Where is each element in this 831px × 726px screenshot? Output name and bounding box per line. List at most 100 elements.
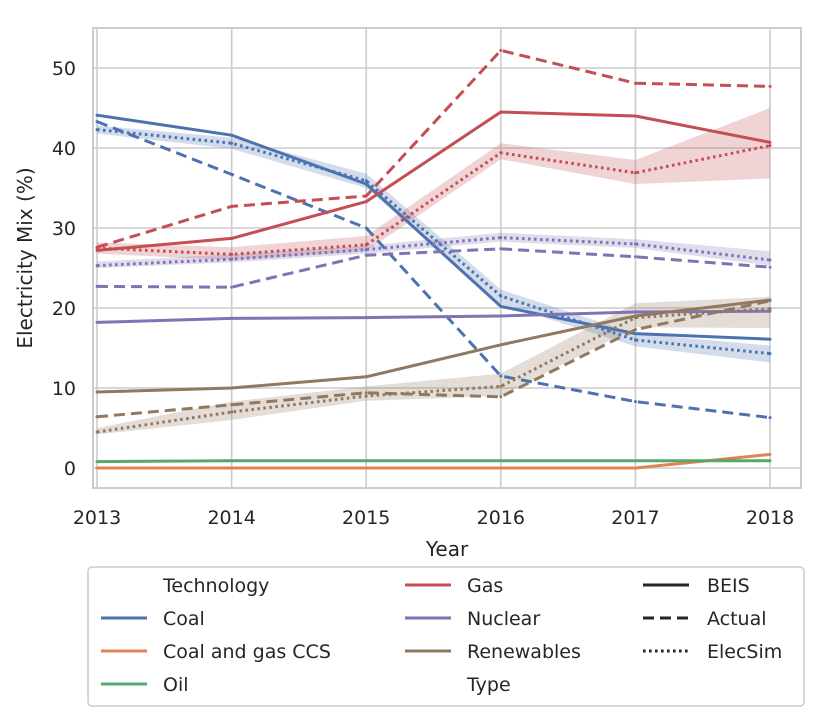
point-nuclear-beis-2018: [768, 309, 772, 313]
point-nuclear-elecsim-2013: [95, 264, 99, 268]
point-nuclear-beis-2017: [633, 310, 637, 314]
x-tick-label-2013: 2013: [73, 507, 121, 529]
legend-label-beis: BEIS: [707, 575, 750, 597]
point-nuclear-actual-2016: [499, 247, 503, 251]
line-renewables-beis: [96, 298, 771, 394]
point-oil-beis-2015: [364, 459, 368, 463]
legend-label-oil: Oil: [163, 674, 189, 696]
y-tick-labels: 0 10 20 30 40 50: [52, 58, 76, 480]
legend-label-gas: Gas: [467, 575, 503, 597]
point-coal-and-gas-ccs-beis-2018: [768, 452, 772, 456]
legend: Technology Type Coal Coal and gas CCS Oil G…: [87, 566, 805, 707]
point-coal-actual-2013: [95, 120, 99, 124]
point-renewables-beis-2016: [499, 343, 503, 347]
band-renewables-elecsim: [97, 296, 771, 435]
point-coal-elecsim-2018: [768, 352, 772, 356]
y-tick-label-10: 10: [52, 378, 76, 400]
x-tick-label-2016: 2016: [477, 507, 525, 529]
point-coal-elecsim-2013: [95, 128, 99, 132]
line-gas-actual: [96, 48, 771, 249]
x-axis-label: Year: [425, 537, 469, 561]
point-oil-beis-2013: [95, 460, 99, 464]
point-coal-and-gas-ccs-beis-2015: [364, 466, 368, 470]
point-nuclear-actual-2014: [230, 285, 234, 289]
plot-frame: [92, 27, 802, 489]
point-coal-actual-2017: [633, 400, 637, 404]
point-gas-elecsim-2016: [499, 151, 503, 155]
legend-heading-technology: Technology: [162, 575, 269, 597]
legend-label-elecsim: ElecSim: [707, 641, 782, 663]
point-coal-beis-2017: [633, 332, 637, 336]
point-nuclear-elecsim-2018: [768, 258, 772, 262]
point-nuclear-actual-2018: [768, 265, 772, 269]
point-coal-beis-2014: [230, 133, 234, 137]
point-renewables-actual-2013: [95, 415, 99, 419]
legend-label-nuclear: Nuclear: [467, 608, 540, 630]
point-coal-and-gas-ccs-beis-2013: [95, 466, 99, 470]
point-nuclear-elecsim-2014: [230, 257, 234, 261]
point-nuclear-beis-2015: [364, 316, 368, 320]
point-renewables-actual-2014: [230, 403, 234, 407]
legend-items: Coal Coal and gas CCS Oil Gas Nuclear Renewab…: [101, 575, 782, 696]
point-nuclear-elecsim-2016: [499, 236, 503, 240]
line-coal-beis: [96, 113, 771, 341]
point-coal-actual-2015: [364, 226, 368, 230]
point-renewables-actual-2016: [499, 395, 503, 399]
point-coal-actual-2018: [768, 416, 772, 420]
point-gas-actual-2015: [364, 194, 368, 198]
point-gas-elecsim-2013: [95, 246, 99, 250]
y-tick-label-50: 50: [52, 58, 76, 80]
point-renewables-elecsim-2018: [768, 307, 772, 311]
point-coal-elecsim-2014: [230, 141, 234, 145]
legend-label-coal: Coal: [163, 608, 205, 630]
point-renewables-elecsim-2017: [633, 316, 637, 320]
point-coal-actual-2016: [499, 374, 503, 378]
point-nuclear-elecsim-2017: [633, 242, 637, 246]
legend-label-coal-and-gas-ccs: Coal and gas CCS: [163, 641, 331, 663]
point-renewables-elecsim-2016: [499, 384, 503, 388]
point-renewables-elecsim-2013: [95, 430, 99, 434]
x-tick-label-2015: 2015: [342, 507, 390, 529]
point-coal-beis-2016: [499, 304, 503, 308]
point-coal-elecsim-2017: [633, 338, 637, 342]
point-gas-beis-2016: [499, 110, 503, 114]
legend-heading-type: Type: [466, 674, 511, 696]
point-gas-elecsim-2015: [364, 243, 368, 247]
line-coal-and-gas-ccs-beis: [97, 452, 771, 470]
point-nuclear-beis-2014: [230, 316, 234, 320]
point-nuclear-beis-2013: [95, 320, 99, 324]
point-renewables-actual-2018: [768, 299, 772, 303]
line-renewables-actual: [96, 299, 771, 419]
point-renewables-elecsim-2015: [364, 394, 368, 398]
point-renewables-beis-2014: [230, 386, 234, 390]
point-coal-and-gas-ccs-beis-2016: [499, 466, 503, 470]
point-gas-actual-2016: [499, 48, 503, 52]
point-renewables-actual-2017: [633, 328, 637, 332]
x-tick-label-2017: 2017: [611, 507, 659, 529]
point-oil-beis-2016: [499, 459, 503, 463]
point-gas-actual-2018: [768, 84, 772, 88]
point-renewables-actual-2015: [364, 391, 368, 395]
point-nuclear-actual-2015: [364, 253, 368, 257]
y-tick-label-30: 30: [52, 218, 76, 240]
legend-label-actual: Actual: [707, 608, 767, 630]
point-nuclear-elecsim-2015: [364, 248, 368, 252]
point-gas-elecsim-2014: [230, 252, 234, 256]
line-nuclear-elecsim: [96, 236, 771, 268]
line-nuclear-actual: [97, 247, 771, 289]
legend-frame: [87, 566, 805, 707]
point-gas-elecsim-2017: [633, 171, 637, 175]
legend-label-renewables: Renewables: [467, 641, 581, 663]
point-nuclear-beis-2016: [499, 314, 503, 318]
y-axis-label: Electricity Mix (%): [13, 167, 37, 348]
x-tick-label-2018: 2018: [746, 507, 794, 529]
point-renewables-beis-2015: [364, 375, 368, 379]
point-gas-beis-2015: [364, 200, 368, 204]
series-lines: [95, 48, 772, 470]
point-nuclear-actual-2017: [633, 255, 637, 259]
line-coal-actual: [96, 120, 771, 420]
point-renewables-beis-2013: [95, 390, 99, 394]
point-gas-beis-2013: [95, 248, 99, 252]
